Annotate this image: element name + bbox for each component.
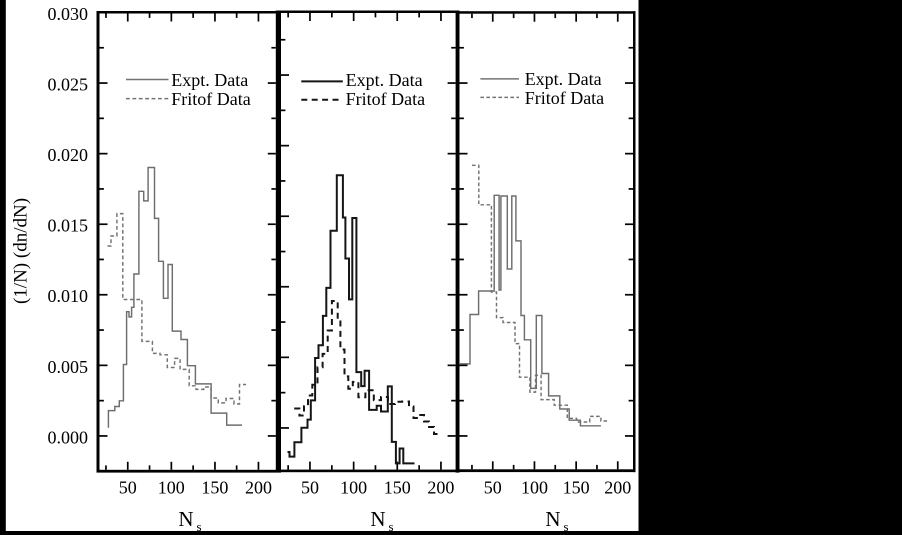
svg-text:s: s: [197, 519, 202, 534]
svg-text:Expt. Data: Expt. Data: [525, 69, 602, 89]
svg-text:50: 50: [119, 478, 137, 498]
svg-text:200: 200: [604, 478, 631, 498]
svg-text:0.000: 0.000: [48, 427, 89, 447]
svg-text:150: 150: [563, 478, 590, 498]
svg-text:Expt. Data: Expt. Data: [346, 70, 423, 90]
svg-text:200: 200: [245, 478, 272, 498]
svg-text:0.020: 0.020: [48, 145, 89, 165]
svg-text:0.015: 0.015: [48, 216, 89, 236]
svg-text:Fritof Data: Fritof Data: [525, 88, 604, 108]
svg-text:100: 100: [158, 478, 185, 498]
svg-text:N: N: [370, 507, 385, 531]
svg-text:150: 150: [201, 478, 228, 498]
svg-text:0.010: 0.010: [48, 286, 89, 306]
svg-text:N: N: [178, 507, 193, 531]
svg-text:N: N: [545, 507, 560, 531]
svg-text:50: 50: [484, 478, 502, 498]
svg-text:100: 100: [521, 478, 548, 498]
svg-text:(1/N) (dn/dN): (1/N) (dn/dN): [10, 198, 31, 304]
svg-text:s: s: [564, 519, 569, 534]
svg-text:50: 50: [301, 478, 319, 498]
svg-text:0.005: 0.005: [48, 357, 89, 377]
svg-text:100: 100: [340, 478, 367, 498]
svg-text:Fritof Data: Fritof Data: [171, 89, 250, 109]
svg-text:Fritof Data: Fritof Data: [346, 89, 425, 109]
svg-text:s: s: [389, 519, 394, 534]
svg-text:200: 200: [427, 478, 454, 498]
svg-text:0.025: 0.025: [48, 74, 89, 94]
svg-text:Expt. Data: Expt. Data: [171, 70, 248, 90]
svg-text:150: 150: [384, 478, 411, 498]
svg-text:0.030: 0.030: [48, 4, 89, 24]
